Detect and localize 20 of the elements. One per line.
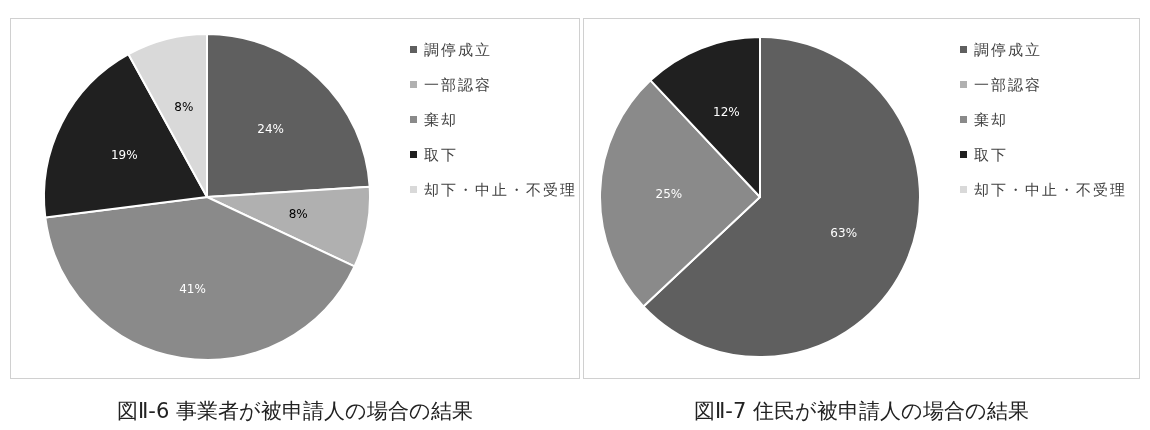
data-label: 25% [655, 187, 683, 202]
text: 図Ⅱ-7 住民が被申請人の場合の結果 [694, 399, 1029, 423]
legend-label: 取下 [424, 146, 458, 164]
data-label: 24% [257, 122, 284, 137]
legend-label: 調停成立 [424, 41, 492, 59]
legend-label: 棄却 [424, 111, 458, 129]
legend-label: 一部認容 [974, 76, 1042, 94]
data-label: 8% [174, 100, 194, 115]
text: 図Ⅱ-6 事業者が被申請人の場合の結果 [117, 399, 473, 423]
data-label: 12% [713, 105, 740, 120]
legend-label: 調停成立 [974, 41, 1042, 59]
legend-label: 却下・中止・不受理 [974, 181, 1127, 199]
legend-label: 一部認容 [424, 76, 492, 94]
legend-label: 取下 [974, 146, 1008, 164]
data-label: 8% [288, 207, 308, 222]
data-label: 19% [110, 147, 138, 162]
data-label: 41% [179, 281, 206, 296]
data-label: 63% [830, 226, 858, 241]
legend-label: 却下・中止・不受理 [424, 181, 577, 199]
legend-label: 棄却 [974, 111, 1008, 129]
